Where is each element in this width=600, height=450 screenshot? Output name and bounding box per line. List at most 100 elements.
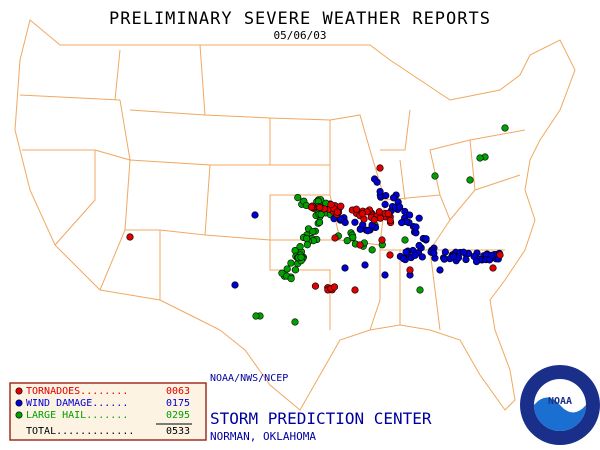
report-dot: [356, 241, 364, 249]
report-dot: [399, 255, 408, 263]
report-dot: [405, 211, 414, 219]
report-dot: [368, 246, 376, 254]
report-dot: [309, 227, 317, 236]
center: STORM PREDICTION CENTER: [210, 409, 432, 428]
report-dot: [303, 241, 311, 249]
agency: NOAA/NWS/NCEP: [210, 373, 288, 384]
legend-count: 0295: [166, 410, 190, 421]
report-dot: [401, 236, 409, 244]
report-dot: [415, 241, 423, 250]
report-dot: [386, 251, 394, 259]
report-dot: [389, 194, 398, 202]
report-dot: [375, 208, 383, 216]
report-dot: [315, 218, 324, 226]
report-dot: [386, 216, 394, 225]
report-dot: [459, 248, 468, 256]
noaa-logo: NOAA: [520, 365, 600, 445]
report-dot: [376, 214, 384, 222]
legend-dot: [15, 399, 23, 407]
report-dot: [398, 219, 406, 227]
report-dot: [303, 234, 311, 243]
report-dot: [406, 266, 414, 274]
total-count: 0533: [166, 426, 190, 437]
total-label: TOTAL.............: [26, 426, 134, 437]
report-dot: [418, 253, 426, 261]
report-dot: [307, 203, 315, 211]
report-dots: [126, 124, 509, 326]
report-dot: [422, 235, 430, 243]
report-dot: [487, 251, 496, 259]
report-dot: [462, 255, 470, 264]
report-dot: [364, 227, 372, 235]
report-dot: [381, 271, 389, 279]
report-dot: [396, 203, 404, 211]
report-dot: [317, 210, 325, 219]
report-dot: [381, 200, 389, 209]
title: PRELIMINARY SEVERE WEATHER REPORTS: [109, 9, 491, 29]
report-dot: [449, 252, 457, 261]
report-dot: [466, 176, 474, 184]
report-dot: [349, 233, 357, 242]
report-dot: [287, 259, 295, 267]
legend-label: LARGE HAIL.......: [26, 410, 128, 421]
report-dot: [415, 214, 423, 222]
report-dot: [316, 203, 324, 211]
date: 05/06/03: [274, 29, 327, 42]
legend-dot: [15, 411, 23, 419]
report-dot: [411, 251, 419, 259]
report-dot: [352, 205, 361, 213]
logo-text: NOAA: [548, 396, 572, 407]
report-dot: [431, 172, 439, 180]
report-dot: [358, 210, 367, 218]
report-dot: [231, 281, 239, 289]
report-dot: [470, 252, 478, 261]
legend-label: TORNADOES........: [26, 386, 128, 397]
report-dot: [297, 253, 305, 261]
report-dot: [351, 286, 359, 294]
report-dot: [296, 243, 304, 251]
report-dot: [351, 218, 359, 226]
report-dot: [327, 201, 335, 209]
report-dot: [333, 208, 342, 216]
report-dot: [430, 249, 438, 257]
report-dot: [287, 275, 295, 283]
report-dot: [361, 261, 369, 269]
report-dot: [496, 251, 504, 259]
legend-box: [9, 382, 207, 441]
report-dot: [501, 124, 509, 132]
location: NORMAN, OKLAHOMA: [210, 430, 316, 443]
report-dot: [283, 265, 291, 273]
report-dot: [489, 264, 497, 272]
legend: TORNADOES........ 0063 WIND DAMAGE...... 01…: [15, 386, 190, 421]
report-dot: [416, 286, 424, 294]
report-dot: [401, 207, 409, 216]
report-dot: [370, 216, 378, 224]
report-dot: [311, 282, 320, 290]
report-dot: [291, 266, 300, 274]
report-dot: [436, 266, 444, 274]
report-dot: [382, 191, 390, 200]
report-dot: [441, 248, 449, 256]
report-dot: [330, 283, 339, 291]
legend-label: WIND DAMAGE......: [26, 398, 128, 409]
report-dot: [476, 154, 484, 162]
report-dot: [126, 233, 134, 241]
report-dot: [384, 210, 392, 218]
legend-count: 0175: [166, 398, 190, 409]
report-dot: [343, 237, 351, 245]
report-dot: [337, 202, 345, 210]
legend-count: 0063: [166, 386, 190, 397]
report-dot: [341, 264, 349, 272]
report-dot: [294, 193, 302, 202]
report-dot: [291, 318, 299, 326]
report-dot: [373, 178, 381, 186]
legend-dot: [15, 387, 23, 395]
map-outline: [14, 19, 576, 411]
report-dot: [378, 236, 386, 244]
report-dot: [402, 248, 410, 256]
report-dot: [251, 211, 259, 219]
report-dot: [412, 223, 420, 231]
report-dot: [376, 187, 384, 196]
report-dot: [440, 255, 448, 263]
